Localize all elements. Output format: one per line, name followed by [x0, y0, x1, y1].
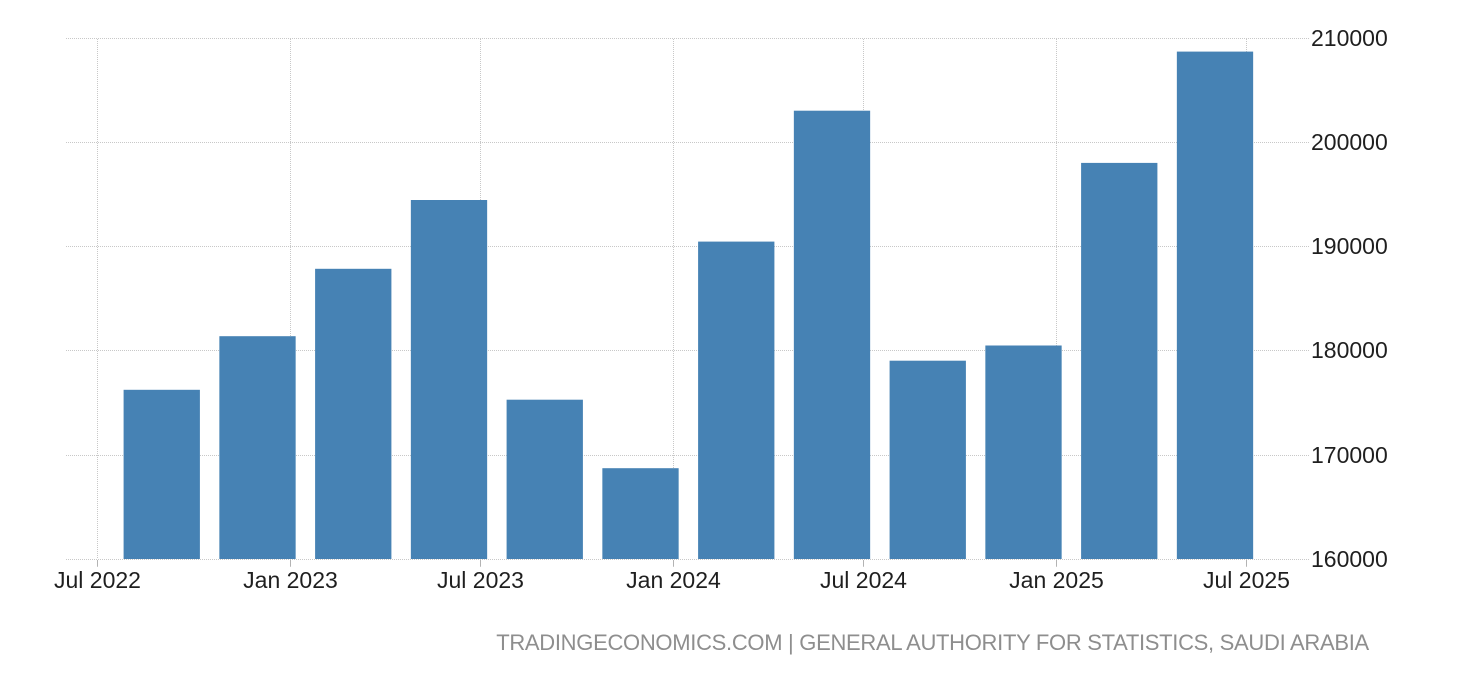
svg-text:Jan 2023: Jan 2023	[243, 567, 338, 593]
svg-text:210000: 210000	[1311, 25, 1388, 51]
svg-text:Jul 2022: Jul 2022	[54, 567, 141, 593]
svg-text:190000: 190000	[1311, 233, 1388, 259]
svg-text:170000: 170000	[1311, 442, 1388, 468]
svg-text:Jul 2023: Jul 2023	[437, 567, 524, 593]
svg-text:Jul 2025: Jul 2025	[1203, 567, 1290, 593]
svg-text:Jan 2025: Jan 2025	[1009, 567, 1104, 593]
svg-text:180000: 180000	[1311, 337, 1388, 363]
svg-text:Jan 2024: Jan 2024	[626, 567, 721, 593]
svg-text:TRADINGECONOMICS.COM | GENERAL: TRADINGECONOMICS.COM | GENERAL AUTHORITY…	[496, 630, 1369, 655]
svg-text:160000: 160000	[1311, 546, 1388, 572]
svg-text:Jul 2024: Jul 2024	[820, 567, 907, 593]
svg-text:200000: 200000	[1311, 129, 1388, 155]
